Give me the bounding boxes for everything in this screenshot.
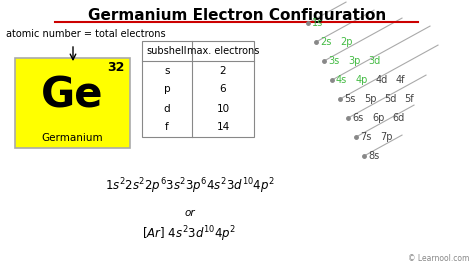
Text: or: or (184, 208, 195, 218)
Text: d: d (164, 103, 170, 114)
Text: 6s: 6s (352, 113, 363, 123)
Text: 4f: 4f (396, 75, 405, 85)
Text: 2p: 2p (340, 37, 353, 47)
Text: p: p (164, 85, 170, 94)
Text: 5f: 5f (404, 94, 414, 104)
Bar (15, 58, 130, 148)
Text: 7p: 7p (380, 132, 392, 142)
Text: max. electrons: max. electrons (187, 46, 259, 56)
Text: 4d: 4d (376, 75, 388, 85)
Text: 5s: 5s (344, 94, 356, 104)
Text: $[Ar]\ 4s^23d^{10}4p^2$: $[Ar]\ 4s^23d^{10}4p^2$ (143, 224, 237, 244)
Bar (142, 41, 254, 137)
Text: 6: 6 (219, 85, 226, 94)
Text: atomic number = total electrons: atomic number = total electrons (6, 29, 165, 39)
Text: 1s: 1s (312, 18, 323, 28)
Text: 5p: 5p (364, 94, 376, 104)
Text: © Learnool.com: © Learnool.com (408, 254, 469, 263)
Text: $1s^22s^22p^63s^23p^64s^23d^{10}4p^2$: $1s^22s^22p^63s^23p^64s^23d^{10}4p^2$ (105, 176, 274, 196)
Text: Ge: Ge (41, 74, 104, 116)
Text: Germanium: Germanium (42, 133, 103, 143)
Text: 4s: 4s (336, 75, 347, 85)
Text: s: s (164, 65, 170, 76)
Text: 3d: 3d (368, 56, 380, 66)
Text: subshell: subshell (147, 46, 187, 56)
Text: 14: 14 (216, 123, 229, 132)
Text: Germanium Electron Configuration: Germanium Electron Configuration (88, 8, 386, 23)
Text: 7s: 7s (360, 132, 371, 142)
Text: 32: 32 (108, 61, 125, 74)
Text: 8s: 8s (368, 151, 379, 161)
Text: 3s: 3s (328, 56, 339, 66)
Text: 2: 2 (219, 65, 226, 76)
Text: 3p: 3p (348, 56, 360, 66)
Text: 6d: 6d (392, 113, 404, 123)
Text: 6p: 6p (372, 113, 384, 123)
Text: 2s: 2s (320, 37, 331, 47)
Text: 5d: 5d (384, 94, 396, 104)
Text: 10: 10 (217, 103, 229, 114)
Text: f: f (165, 123, 169, 132)
Text: 4p: 4p (356, 75, 368, 85)
